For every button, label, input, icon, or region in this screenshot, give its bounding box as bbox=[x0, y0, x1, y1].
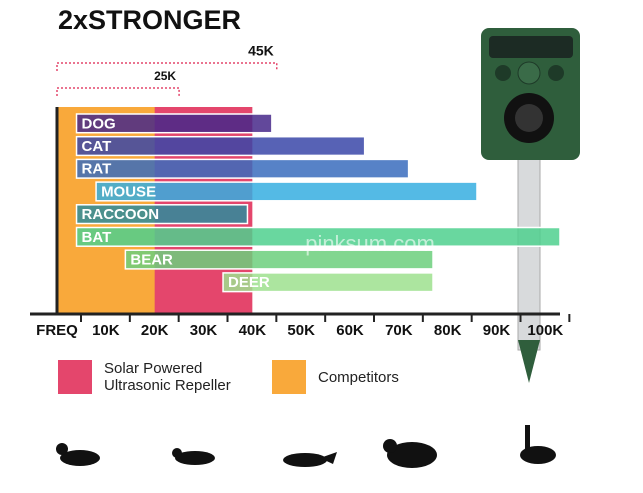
bar-label: BAT bbox=[82, 229, 112, 246]
range-bar bbox=[75, 158, 410, 179]
legend-label: Solar Powered Ultrasonic Repeller bbox=[104, 360, 231, 394]
bar-label: RAT bbox=[82, 161, 112, 178]
annotation-label: 45K bbox=[248, 43, 274, 59]
x-tick-label: FREQ bbox=[36, 322, 78, 339]
x-tick-label: 10K bbox=[92, 322, 120, 339]
legend-item: Competitors bbox=[272, 360, 473, 394]
range-bar bbox=[75, 204, 249, 225]
x-tick-label: 80K bbox=[434, 322, 462, 339]
legend-swatch bbox=[272, 360, 306, 394]
chart-title: 2xSTRONGER bbox=[58, 5, 241, 35]
range-bar bbox=[222, 272, 434, 293]
x-tick-label: 70K bbox=[385, 322, 413, 339]
x-tick-label: 20K bbox=[141, 322, 169, 339]
x-tick-label: 40K bbox=[239, 322, 267, 339]
annotation-label: 25K bbox=[154, 69, 176, 83]
animal-icons bbox=[56, 425, 556, 468]
annotation-bracket bbox=[56, 62, 278, 71]
watermark: pinksum.com bbox=[305, 231, 435, 256]
legend-item: Solar Powered Ultrasonic Repeller bbox=[58, 360, 259, 394]
x-tick-label: 50K bbox=[287, 322, 315, 339]
legend-label: Competitors bbox=[318, 368, 399, 386]
bar-label: BEAR bbox=[130, 252, 173, 269]
range-bar bbox=[95, 181, 478, 202]
annotation-bracket bbox=[56, 87, 180, 96]
bar-label: RACCOON bbox=[82, 206, 160, 223]
range-bar bbox=[75, 226, 561, 247]
x-tick-label: 90K bbox=[483, 322, 511, 339]
device-illustration bbox=[481, 28, 580, 383]
bar-label: CAT bbox=[82, 138, 112, 155]
range-bar bbox=[75, 113, 273, 134]
bar-label: MOUSE bbox=[101, 183, 156, 200]
range-bar bbox=[75, 135, 366, 157]
range-bar bbox=[124, 249, 434, 270]
bar-label: DOG bbox=[82, 115, 116, 132]
x-tick-label: 30K bbox=[190, 322, 218, 339]
legend-swatch bbox=[58, 360, 92, 394]
x-tick-label: 60K bbox=[336, 322, 364, 339]
x-tick-label: 100K bbox=[527, 322, 563, 339]
bar-label: DEER bbox=[228, 274, 270, 291]
